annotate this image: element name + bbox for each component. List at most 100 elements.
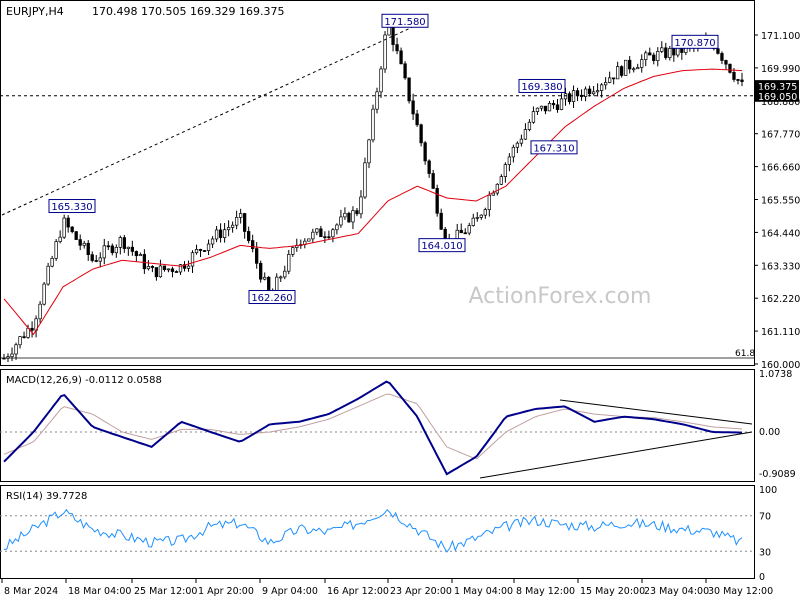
candle [728,63,732,74]
candle [567,91,572,105]
price-tick-label: 165.550 [761,196,800,207]
candle [78,234,82,251]
candle [162,265,167,272]
svg-text:162.260: 162.260 [251,293,292,304]
candle [551,100,556,109]
candle [343,207,347,220]
candle [668,45,672,61]
candle [423,141,427,165]
price-tick-label: 167.770 [761,130,800,141]
candle [210,236,215,249]
candle [636,63,640,70]
price-tick-label: 168.880 [761,97,800,108]
candle [202,250,207,252]
candle [415,109,419,127]
hline-price-label-text: 169.050 [758,92,797,103]
price-tick-label: 166.660 [761,163,800,174]
price-tick-label: 163.330 [761,261,800,272]
candle [114,244,118,258]
price-tick-label: 171.100 [761,31,800,42]
candle [355,207,359,217]
candle [599,83,604,98]
candle [323,231,327,244]
rsi-axis-label: 70 [759,512,771,523]
svg-text:164.010: 164.010 [421,241,462,252]
current-price-label-text: 169.375 [758,82,797,93]
candle [82,240,86,249]
time-axis-label: 16 Apr 12:00 [327,586,389,597]
candle [652,52,656,65]
price-tick-label: 169.990 [761,64,800,75]
candle [226,220,231,237]
candle [644,50,648,67]
candle [259,260,263,283]
candle [359,190,363,219]
candle [234,210,239,230]
price-annotation: 162.260 [248,290,296,305]
candle [571,85,576,109]
candle [90,251,94,263]
candle [431,169,435,190]
candle [612,77,616,85]
candle [66,215,70,233]
candle [142,249,147,274]
candle [628,56,632,74]
hline-price-label: 169.050 [755,89,799,103]
candle [511,144,516,163]
price-annotation: 164.010 [418,238,466,253]
candle [134,250,139,262]
candle [547,101,552,112]
candles-group [2,20,744,362]
rsi-axis-label: 100 [759,485,777,496]
candle [471,213,475,227]
candle [575,87,580,102]
candle [158,259,163,278]
macd-line [3,380,743,476]
time-axis-label: 8 May 12:00 [516,586,575,597]
candle [459,223,463,234]
candle [620,65,624,78]
time-axis-label: 25 Mar 12:00 [134,586,197,597]
candle [331,228,335,243]
candle [523,123,528,140]
price-tick-label: 160.000 [761,360,800,371]
candle [595,83,600,97]
macd-signal-line [3,393,743,460]
time-axis-label: 1 Apr 20:00 [198,586,254,597]
candle [275,273,279,292]
candle [130,240,134,256]
candle [439,208,443,231]
candle [583,86,588,102]
candle [303,238,307,249]
candle [222,223,227,243]
candle [327,230,331,239]
candle [632,66,636,73]
candle [351,206,355,230]
macd-title: MACD(12,26,9) -0.0112 0.0588 [6,375,162,386]
moving-average-line [3,68,743,336]
candle [251,234,255,253]
svg-text:167.310: 167.310 [533,143,574,154]
symbol-timeframe: EURJPY,H4 [6,5,64,18]
candle [287,249,291,275]
candle [499,174,503,186]
candle [539,105,544,112]
candle [238,208,243,224]
candle [339,209,343,228]
candle [740,72,744,87]
candle [491,190,495,196]
candle [247,226,251,244]
candle [311,228,315,243]
candle [479,214,483,220]
candle [383,31,387,73]
candle [194,244,199,255]
price-annotation: 170.870 [671,34,719,49]
time-axis-label: 30 May 12:00 [708,586,773,597]
candle [166,268,171,273]
candle [154,267,159,281]
ohlc-readout: 170.498 170.505 169.329 169.375 [92,5,284,18]
candle [535,107,540,115]
candle [214,226,219,243]
candle [255,242,259,269]
candle [419,123,423,147]
